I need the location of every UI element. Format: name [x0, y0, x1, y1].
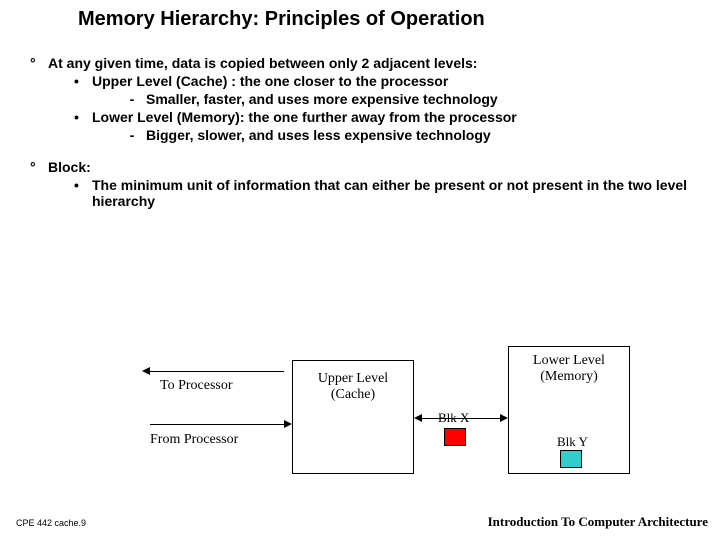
arrow-head-right-icon — [284, 420, 292, 428]
dot-marker: • — [74, 177, 92, 209]
bullet-2: ° Block: — [30, 159, 690, 175]
bullet-1-text: At any given time, data is copied betwee… — [48, 55, 477, 71]
upper-box-line2: (Cache) — [293, 387, 413, 403]
footer-right: Introduction To Computer Architecture — [488, 514, 708, 530]
bullet-1b-text: Lower Level (Memory): the one further aw… — [92, 109, 517, 125]
bullet-2a: • The minimum unit of information that c… — [30, 177, 690, 209]
bullet-1b1-text: Bigger, slower, and uses less expensive … — [146, 127, 491, 143]
slide-content: ° At any given time, data is copied betw… — [0, 31, 720, 209]
bullet-2-text: Block: — [48, 159, 91, 175]
bullet-1: ° At any given time, data is copied betw… — [30, 55, 690, 71]
bullet-1a-text: Upper Level (Cache) : the one closer to … — [92, 73, 448, 89]
upper-box-line1: Upper Level — [293, 371, 413, 387]
arrow-head-left-icon — [414, 414, 422, 422]
arrow-head-right-icon — [500, 414, 508, 422]
dash-marker: - — [118, 127, 146, 143]
dot-marker: • — [74, 109, 92, 125]
bullet-1b: • Lower Level (Memory): the one further … — [30, 109, 690, 125]
arrow-head-left-icon — [142, 367, 150, 375]
dash-marker: - — [118, 91, 146, 107]
bullet-1a1: - Smaller, faster, and uses more expensi… — [30, 91, 690, 107]
degree-marker: ° — [30, 159, 48, 175]
bullet-1a: • Upper Level (Cache) : the one closer t… — [30, 73, 690, 89]
arrow-to-processor — [150, 371, 284, 372]
degree-marker: ° — [30, 55, 48, 71]
footer-left: CPE 442 cache.9 — [16, 518, 86, 528]
to-processor-label: To Processor — [160, 378, 233, 394]
lower-box-line1: Lower Level — [509, 353, 629, 369]
from-processor-label: From Processor — [150, 432, 238, 448]
upper-level-box: Upper Level (Cache) — [292, 360, 414, 474]
bullet-1b1: - Bigger, slower, and uses less expensiv… — [30, 127, 690, 143]
slide-title: Memory Hierarchy: Principles of Operatio… — [0, 0, 720, 31]
blk-x-block — [444, 428, 466, 446]
blk-y-block — [560, 450, 582, 468]
blk-y-label: Blk Y — [557, 434, 588, 450]
bullet-2a-text: The minimum unit of information that can… — [92, 177, 690, 209]
lower-box-line2: (Memory) — [509, 369, 629, 385]
memory-hierarchy-diagram: To Processor From Processor Upper Level … — [0, 346, 720, 496]
blk-x-label: Blk X — [438, 410, 469, 426]
bullet-1a1-text: Smaller, faster, and uses more expensive… — [146, 91, 498, 107]
dot-marker: • — [74, 73, 92, 89]
arrow-from-processor — [150, 424, 284, 425]
